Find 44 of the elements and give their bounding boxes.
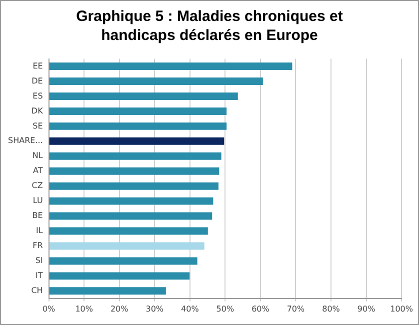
bar (49, 152, 222, 160)
bar (49, 92, 238, 100)
y-tick-label: IL (36, 226, 44, 236)
y-tick-label: SI (35, 256, 43, 266)
bar (49, 287, 166, 295)
y-tick-label: EE (32, 61, 43, 70)
y-tick-label: SE (32, 121, 43, 130)
x-tick-label: 80% (322, 304, 340, 314)
y-tick-label: ES (32, 91, 43, 100)
x-tick-label: 40% (181, 304, 200, 314)
y-tick-label: AT (33, 166, 43, 176)
bar (49, 107, 227, 115)
y-tick-label: SHARE... (8, 136, 43, 146)
y-tick-label: NL (32, 151, 44, 160)
bar (49, 212, 212, 220)
x-tick-label: 0% (42, 304, 56, 314)
y-tick-label: LU (32, 196, 43, 206)
y-tick-label: DK (31, 106, 44, 116)
bar (49, 78, 263, 86)
x-tick-label: 100% (390, 304, 414, 314)
x-tick-label: 20% (110, 304, 129, 314)
bar (49, 272, 190, 280)
x-tick-label: 70% (286, 304, 306, 314)
y-tick-label: DE (32, 76, 43, 86)
bar (49, 182, 218, 190)
x-tick-label: 10% (75, 304, 94, 314)
bar (49, 122, 227, 130)
bar (49, 242, 204, 250)
bar (49, 257, 198, 265)
bar (49, 227, 208, 235)
x-tick-label: 60% (252, 304, 270, 314)
x-tick-label: 90% (357, 304, 376, 314)
bar (49, 137, 224, 145)
bar (49, 197, 214, 205)
y-tick-label: IT (36, 271, 43, 280)
x-tick-label: 50% (216, 304, 234, 314)
y-tick-label: BE (32, 211, 43, 220)
chart-title: Graphique 5 : Maladies chroniques et handicaps déclarés en Europe (75, 7, 344, 45)
y-tick-label: FR (32, 241, 44, 250)
y-tick-label: CZ (32, 181, 44, 190)
y-tick-label: CH (31, 286, 43, 295)
bar (49, 62, 292, 70)
bar (49, 167, 220, 175)
x-tick-label: 30% (146, 304, 164, 314)
